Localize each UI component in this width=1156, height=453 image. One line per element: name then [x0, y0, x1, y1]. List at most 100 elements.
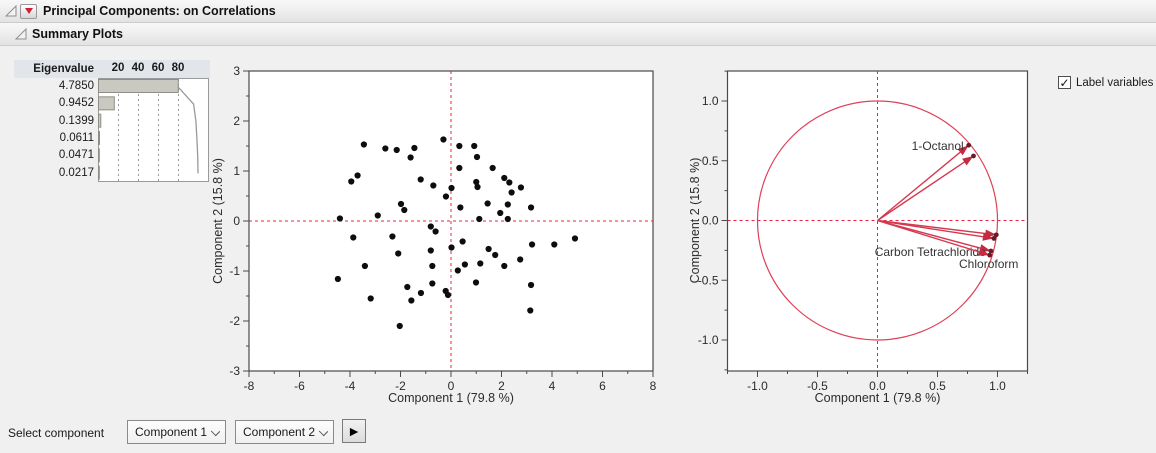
score-point [430, 182, 437, 189]
report-title: Principal Components: on Correlations [43, 4, 276, 18]
eigenvalue-pareto-chart[interactable] [98, 78, 210, 182]
eigenvalue-table: Eigenvalue 20 40 60 80 4.7850 0.9452 0.1399 0.… [14, 60, 210, 182]
score-point [497, 209, 504, 217]
y-tick-label: -2 [229, 314, 240, 328]
y-tick-label: 0.5 [702, 154, 719, 168]
eigenvalue-cell[interactable]: 4.7850 [58, 80, 94, 92]
arrowhead-icon [982, 232, 994, 241]
x-tick-label: 6 [599, 379, 606, 393]
eigen-axis-tick-label: 40 [131, 62, 145, 74]
y-tick-label: 1 [233, 164, 240, 178]
component-x-dropdown[interactable]: Component 1 [127, 420, 226, 444]
score-point [484, 200, 491, 207]
chevron-down-icon [318, 426, 329, 437]
y-tick-label: 0.0 [702, 214, 719, 228]
y-tick-label: -3 [229, 364, 240, 378]
eigenvalue-cell[interactable]: 0.9452 [58, 97, 94, 110]
score-point [474, 183, 481, 191]
variable-label: Chloroform [959, 257, 1018, 271]
score-point [429, 262, 436, 270]
eigen-bar [98, 113, 102, 128]
disclosure-triangle-open-icon[interactable] [14, 27, 28, 41]
eigen-bars [98, 79, 179, 180]
label-variables-checkbox[interactable]: ✓ Label variables [1058, 76, 1153, 89]
section-title: Summary Plots [32, 27, 124, 41]
score-point [517, 184, 525, 191]
summary-plots-content: Eigenvalue 20 40 60 80 4.7850 0.9452 0.1399 0.… [0, 48, 1156, 453]
score-point [448, 244, 455, 251]
chevron-down-icon [210, 426, 221, 437]
loading-plot[interactable]: -1.0 -0.5 0.0 0.5 1.0 -1.0 -0.5 0.0 0.5 1.0 1-Octa… [690, 53, 1052, 413]
select-component-bar: Select component Component 1 Component 2… [0, 417, 1156, 449]
loading-tip-point [971, 153, 976, 159]
score-point [476, 215, 483, 223]
disclosure-triangle-open-icon[interactable] [4, 4, 18, 18]
score-point [442, 193, 450, 200]
arrowhead-icon [978, 248, 990, 256]
red-triangle-menu-button[interactable] [20, 3, 37, 19]
y-tick-label: 3 [233, 64, 240, 78]
checkbox-label: Label variables [1076, 76, 1154, 89]
x-tick-label: -4 [345, 379, 356, 393]
score-point [350, 234, 357, 241]
score-point [477, 260, 484, 267]
eigen-axis-tick-label: 80 [171, 62, 185, 74]
score-point [473, 178, 480, 186]
axes: -8 -6 -4 -2 0 2 4 6 8 -3 -2 -1 0 1 2 3 [229, 64, 656, 393]
variable-label: Carbon Tetrachloride [875, 245, 987, 259]
y-tick-label: 1.0 [702, 94, 719, 108]
checkbox-check-icon[interactable]: ✓ [1058, 75, 1071, 90]
score-point [528, 241, 536, 248]
eigen-bar [98, 131, 100, 145]
select-component-label: Select component [8, 426, 105, 440]
apply-components-button[interactable]: ► [342, 419, 366, 443]
score-point [374, 212, 381, 219]
score-point [432, 228, 439, 235]
score-point [393, 146, 400, 154]
score-point [360, 141, 367, 148]
eigen-gridlines [118, 79, 179, 181]
score-point [448, 184, 455, 192]
eigen-bar [98, 165, 100, 180]
score-point [492, 251, 499, 259]
eigen-bar [98, 96, 115, 111]
score-point [571, 235, 579, 242]
variable-label: 1-Octanol [912, 139, 964, 153]
y-tick-label: -1 [229, 264, 240, 278]
outline-header-summary-plots: Summary Plots [0, 23, 1156, 46]
score-point [407, 154, 414, 161]
x-tick-label: -8 [244, 379, 255, 393]
score-point [396, 322, 403, 330]
component-y-value: Component 2 [243, 425, 316, 439]
score-point [354, 172, 361, 179]
x-tick-label: 8 [650, 379, 657, 393]
eigenvalue-cell[interactable]: 0.0471 [58, 149, 94, 162]
x-tick-label: -0.5 [807, 379, 828, 393]
eigenvalue-cell[interactable]: 0.0217 [58, 166, 94, 179]
eigenvalue-cell[interactable]: 0.1399 [58, 114, 94, 127]
score-point [429, 280, 436, 287]
score-point [417, 289, 425, 297]
y-axis-title: Component 2 (15.8 %) [211, 158, 225, 284]
y-tick-label: 0 [233, 214, 240, 228]
score-point [527, 281, 535, 289]
score-point [459, 238, 466, 245]
x-tick-label: 0 [448, 379, 455, 393]
eigen-axis-tick-label: 20 [111, 62, 125, 74]
score-plot[interactable]: -8 -6 -4 -2 0 2 4 6 8 -3 -2 -1 0 1 2 3 Component 1 (79.8… [210, 53, 670, 413]
scatter-points [334, 136, 579, 330]
score-point [427, 223, 434, 230]
score-point [506, 179, 513, 186]
component-y-dropdown[interactable]: Component 2 [235, 420, 334, 444]
score-point [401, 206, 408, 214]
play-arrow-icon: ► [347, 423, 361, 439]
eigenvalue-values-column: 4.7850 0.9452 0.1399 0.0611 0.0471 0.0217 [14, 78, 98, 182]
score-point [454, 267, 461, 274]
x-axis-title: Component 1 (79.8 %) [388, 391, 514, 405]
score-point [527, 204, 535, 211]
eigenvalue-cell[interactable]: 0.0611 [59, 131, 94, 144]
loading-vector [877, 219, 992, 252]
x-tick-label: -1.0 [747, 379, 768, 393]
score-point [501, 262, 508, 270]
